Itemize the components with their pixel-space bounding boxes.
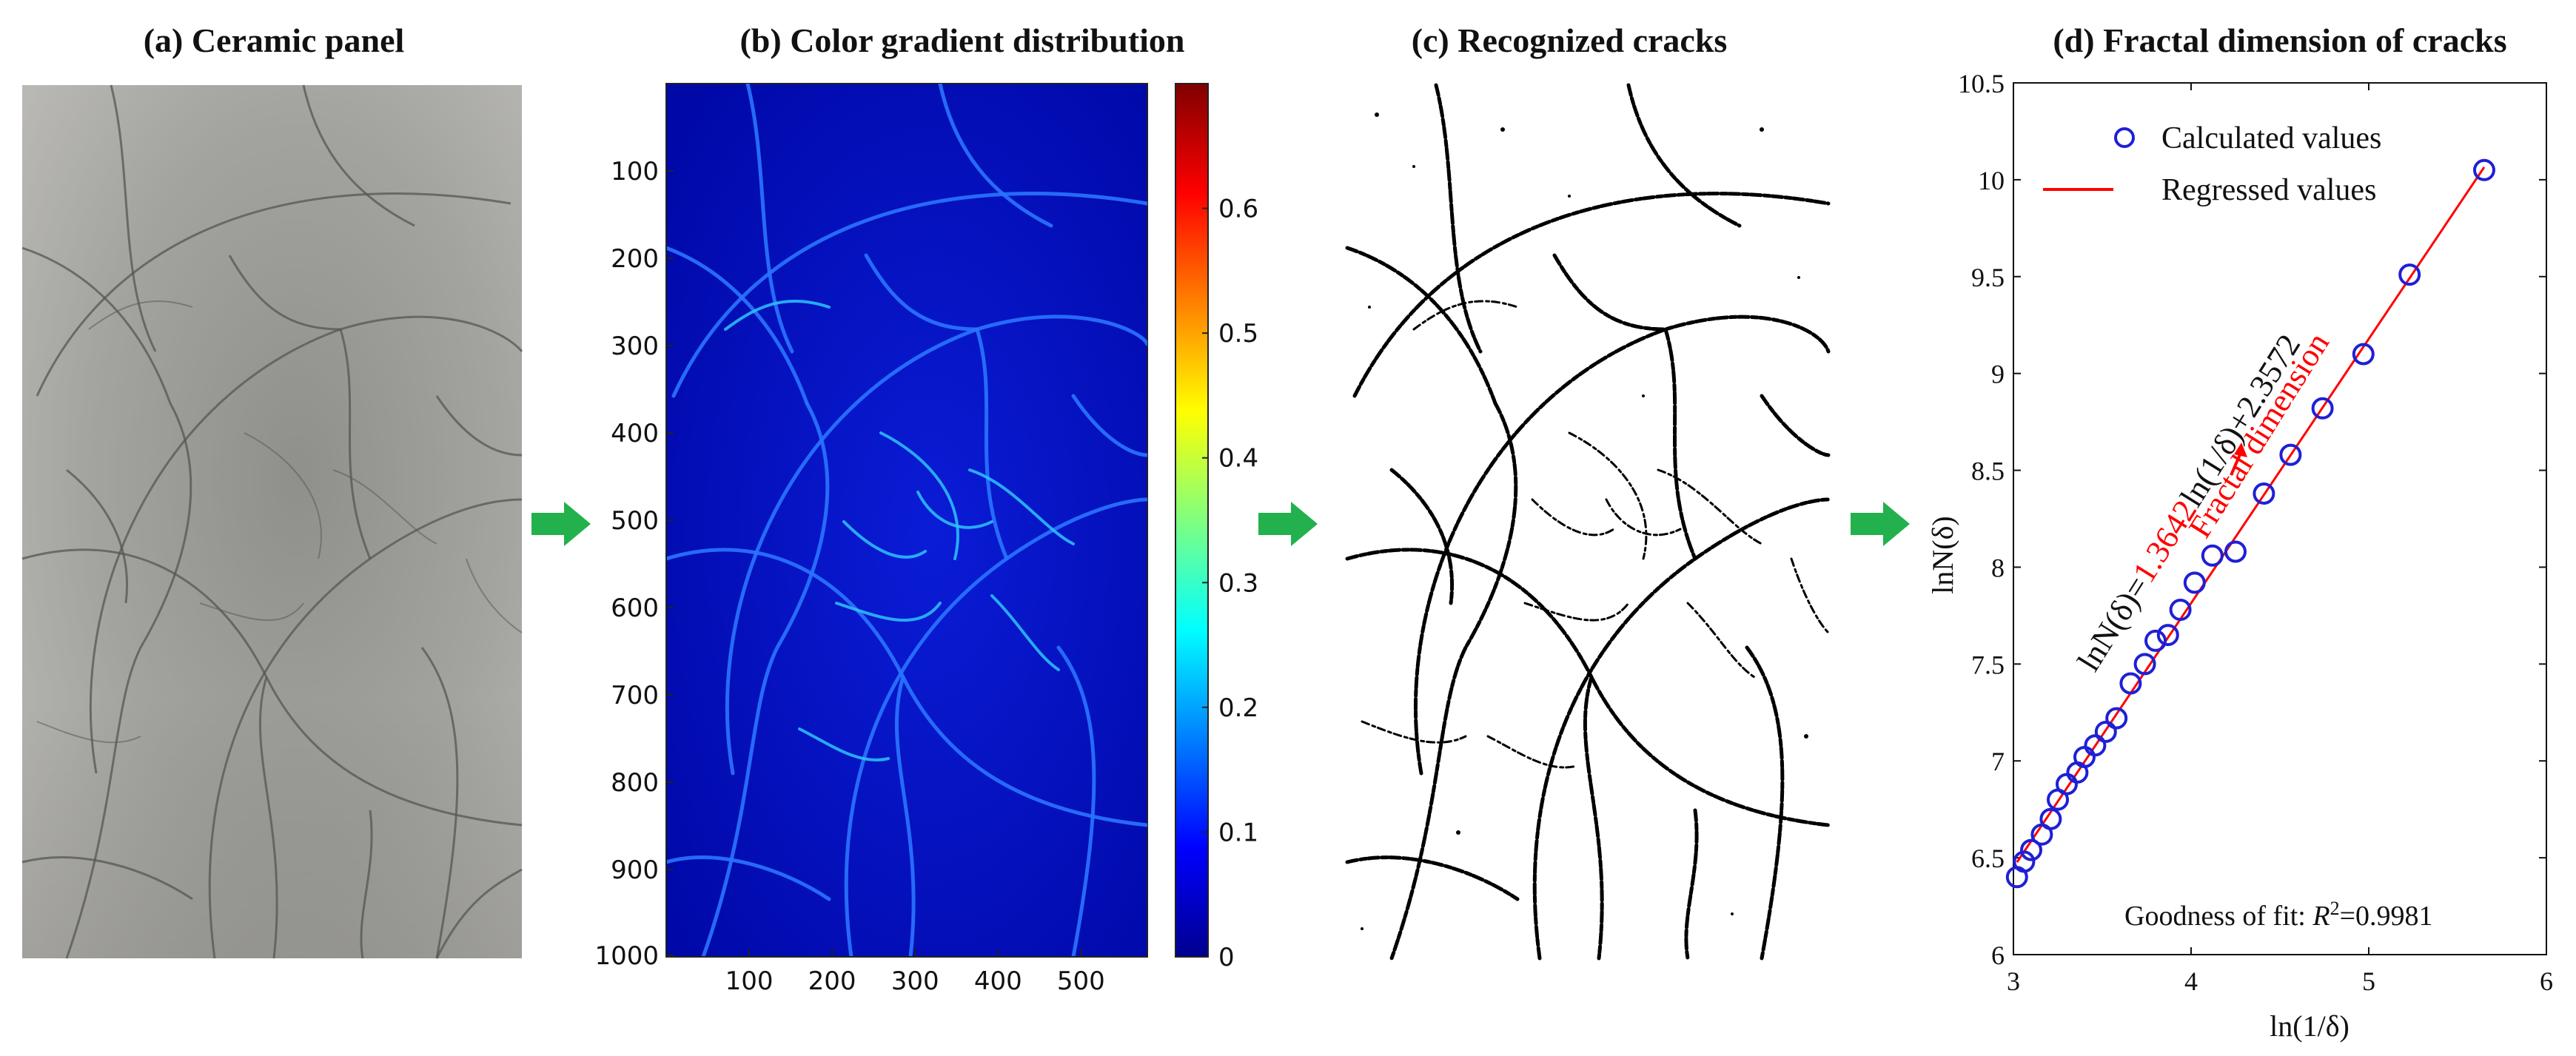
colorbar-tick-label: 0.5 xyxy=(1218,319,1258,349)
heatmap-y-tick-label: 600 xyxy=(611,593,659,623)
heatmap-x-tick-label: 400 xyxy=(974,966,1022,996)
goodness-of-fit-label: Goodness of fit: R2=0.9981 xyxy=(2124,898,2433,932)
chart-y-tick-label: 6.5 xyxy=(1971,844,2005,873)
panel-a-title: (a) Ceramic panel xyxy=(143,21,405,59)
calculated-point xyxy=(2144,629,2167,652)
chart-y-tick-label: 9.5 xyxy=(1971,263,2005,292)
colorbar-tick-label: 0 xyxy=(1218,943,1235,972)
chart-y-tick-label: 10.5 xyxy=(1958,69,2005,98)
calculated-point xyxy=(2398,263,2421,286)
chart-y-tick-label: 9 xyxy=(1991,360,2005,389)
colorbar-tick-label: 0.1 xyxy=(1218,818,1258,847)
heatmap-y-tick-label: 900 xyxy=(611,855,659,885)
calculated-point xyxy=(2119,672,2142,695)
arrow-b-to-c-icon xyxy=(1258,502,1318,546)
colorbar-tick-label: 0.3 xyxy=(1218,568,1258,598)
calculated-point xyxy=(2279,443,2302,466)
heatmap-y-tick-label: 300 xyxy=(611,332,659,361)
fractal-arrow-icon xyxy=(2230,443,2247,476)
ceramic-panel-photo xyxy=(21,84,523,959)
calculated-point xyxy=(2352,343,2375,366)
heatmap-x-tick-label: 500 xyxy=(1057,966,1105,996)
calculated-point xyxy=(2133,653,2156,676)
x-axis-label: ln(1/δ) xyxy=(2270,1009,2349,1043)
panel-c-title: (c) Recognized cracks xyxy=(1411,21,1728,59)
chart-x-tick-label: 3 xyxy=(2007,966,2020,996)
calculated-point xyxy=(2056,773,2078,796)
legend-label-calculated: Calculated values xyxy=(2161,121,2381,155)
chart-x-tick-label: 6 xyxy=(2540,966,2553,996)
calculated-points xyxy=(2005,158,2495,889)
equation-prefix: lnN(δ)= xyxy=(2070,570,2156,677)
heatmap-colorbar xyxy=(1175,83,1209,958)
legend-label-regressed: Regressed values xyxy=(2161,173,2376,207)
arrow-c-to-d-icon xyxy=(1851,502,1910,546)
chart-y-tick-label: 8 xyxy=(1991,553,2005,582)
calculated-point xyxy=(2169,599,2192,622)
heatmap-y-tick-label: 200 xyxy=(611,244,659,274)
heatmap-x-tick-label: 300 xyxy=(891,966,939,996)
calculated-point xyxy=(2013,850,2036,873)
calculated-point xyxy=(2039,807,2062,830)
heatmap-y-tick-label: 800 xyxy=(611,768,659,798)
heatmap-x-ticks: 100 200 300 400 500 xyxy=(725,949,1105,996)
heatmap-x-tick-label: 200 xyxy=(808,966,856,996)
calculated-point xyxy=(2253,482,2275,505)
calculated-point xyxy=(2094,720,2117,743)
calculated-point xyxy=(2311,397,2334,420)
calculated-point xyxy=(2105,707,2128,730)
chart-y-tick-label: 6 xyxy=(1991,941,2005,970)
regression-equation: lnN(δ)=1.3642ln(1/δ)+2.3572 xyxy=(2070,328,2307,677)
calculated-point xyxy=(2183,571,2206,594)
colorbar-tick-label: 0.6 xyxy=(1218,195,1258,224)
heatmap-y-tick-label: 500 xyxy=(611,506,659,536)
color-gradient-heatmap: 100 200 300 400 500 600 700 800 900 1000 100 200 30… xyxy=(594,83,1258,996)
panel-b-title: (b) Color gradient distribution xyxy=(739,21,1185,59)
chart-x-tick-label: 4 xyxy=(2184,966,2198,996)
heatmap-y-tick-label: 1000 xyxy=(594,941,659,971)
heatmap-y-tick-label: 400 xyxy=(611,419,659,448)
chart-y-tick-label: 7.5 xyxy=(1971,650,2005,679)
heatmap-y-ticks: 100 200 300 400 500 600 700 800 900 1000 xyxy=(594,157,674,971)
calculated-point xyxy=(2224,540,2247,563)
chart-x-tick-label: 5 xyxy=(2362,966,2375,996)
calculated-point xyxy=(2084,734,2107,757)
heatmap-x-tick-label: 100 xyxy=(725,966,774,996)
heatmap-y-tick-label: 700 xyxy=(611,681,659,710)
calculated-point xyxy=(2156,624,2179,647)
calculated-point xyxy=(2473,158,2495,181)
y-axis-label: lnN(δ) xyxy=(1926,516,1959,594)
arrow-a-to-b-icon xyxy=(531,502,591,546)
legend-marker-calculated xyxy=(2114,127,2135,148)
chart-y-ticks: 6 6.5 7 7.5 8 8.5 9 9.5 10 10.5 xyxy=(1958,69,2546,970)
recognized-cracks-image xyxy=(1345,83,1831,961)
calculated-point xyxy=(2020,838,2042,861)
colorbar-tick-label: 0.2 xyxy=(1218,693,1258,723)
calculated-point xyxy=(2201,544,2224,567)
chart-y-tick-label: 10 xyxy=(1978,166,2005,195)
chart-y-tick-label: 7 xyxy=(1991,747,2005,776)
chart-legend: Calculated values Regressed values xyxy=(2043,121,2381,207)
chart-x-ticks: 3 4 5 6 xyxy=(2007,83,2553,996)
fractal-dimension-chart: 6 6.5 7 7.5 8 8.5 9 9.5 10 10.5 3 4 5 6 Calculated v… xyxy=(1926,69,2553,1043)
chart-axes xyxy=(2013,82,2547,955)
colorbar-tick-label: 0.4 xyxy=(1218,444,1258,474)
chart-y-tick-label: 8.5 xyxy=(1971,457,2005,486)
colorbar-ticks: 0 0.1 0.2 0.3 0.4 0.5 0.6 xyxy=(1202,195,1258,972)
regression-line xyxy=(2016,167,2486,863)
heatmap-y-tick-label: 100 xyxy=(611,157,659,186)
panel-d-title: (d) Fractal dimension of cracks xyxy=(2053,21,2507,59)
